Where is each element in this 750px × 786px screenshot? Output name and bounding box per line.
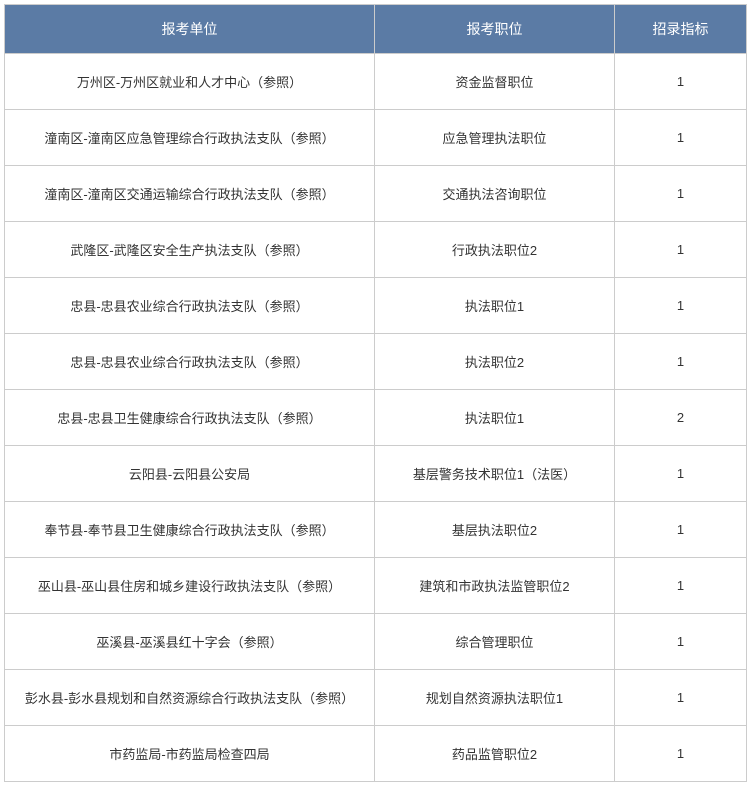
table-row: 万州区-万州区就业和人才中心（参照） 资金监督职位 1 — [5, 54, 747, 110]
column-header-quota: 招录指标 — [615, 5, 747, 54]
column-header-unit: 报考单位 — [5, 5, 375, 54]
cell-position: 规划自然资源执法职位1 — [375, 670, 615, 726]
cell-position: 基层警务技术职位1（法医） — [375, 446, 615, 502]
cell-quota: 1 — [615, 334, 747, 390]
table-row: 潼南区-潼南区应急管理综合行政执法支队（参照） 应急管理执法职位 1 — [5, 110, 747, 166]
table-row: 奉节县-奉节县卫生健康综合行政执法支队（参照） 基层执法职位2 1 — [5, 502, 747, 558]
cell-quota: 1 — [615, 558, 747, 614]
cell-quota: 1 — [615, 166, 747, 222]
table-row: 武隆区-武隆区安全生产执法支队（参照） 行政执法职位2 1 — [5, 222, 747, 278]
cell-position: 执法职位2 — [375, 334, 615, 390]
cell-unit: 武隆区-武隆区安全生产执法支队（参照） — [5, 222, 375, 278]
cell-unit: 彭水县-彭水县规划和自然资源综合行政执法支队（参照） — [5, 670, 375, 726]
cell-unit: 巫山县-巫山县住房和城乡建设行政执法支队（参照） — [5, 558, 375, 614]
cell-unit: 奉节县-奉节县卫生健康综合行政执法支队（参照） — [5, 502, 375, 558]
cell-position: 行政执法职位2 — [375, 222, 615, 278]
table-row: 市药监局-市药监局检查四局 药品监管职位2 1 — [5, 726, 747, 782]
recruitment-table: 报考单位 报考职位 招录指标 万州区-万州区就业和人才中心（参照） 资金监督职位… — [4, 4, 747, 782]
cell-unit: 潼南区-潼南区交通运输综合行政执法支队（参照） — [5, 166, 375, 222]
table-row: 潼南区-潼南区交通运输综合行政执法支队（参照） 交通执法咨询职位 1 — [5, 166, 747, 222]
table-row: 彭水县-彭水县规划和自然资源综合行政执法支队（参照） 规划自然资源执法职位1 1 — [5, 670, 747, 726]
table-row: 忠县-忠县农业综合行政执法支队（参照） 执法职位1 1 — [5, 278, 747, 334]
table-row: 忠县-忠县卫生健康综合行政执法支队（参照） 执法职位1 2 — [5, 390, 747, 446]
cell-unit: 云阳县-云阳县公安局 — [5, 446, 375, 502]
table-body: 万州区-万州区就业和人才中心（参照） 资金监督职位 1 潼南区-潼南区应急管理综… — [5, 54, 747, 782]
cell-unit: 万州区-万州区就业和人才中心（参照） — [5, 54, 375, 110]
cell-quota: 1 — [615, 278, 747, 334]
cell-unit: 巫溪县-巫溪县红十字会（参照） — [5, 614, 375, 670]
cell-quota: 1 — [615, 110, 747, 166]
cell-position: 药品监管职位2 — [375, 726, 615, 782]
cell-quota: 1 — [615, 670, 747, 726]
cell-position: 执法职位1 — [375, 390, 615, 446]
cell-position: 执法职位1 — [375, 278, 615, 334]
cell-quota: 1 — [615, 222, 747, 278]
cell-position: 应急管理执法职位 — [375, 110, 615, 166]
table-row: 巫山县-巫山县住房和城乡建设行政执法支队（参照） 建筑和市政执法监管职位2 1 — [5, 558, 747, 614]
cell-position: 建筑和市政执法监管职位2 — [375, 558, 615, 614]
cell-unit: 忠县-忠县卫生健康综合行政执法支队（参照） — [5, 390, 375, 446]
cell-position: 资金监督职位 — [375, 54, 615, 110]
column-header-position: 报考职位 — [375, 5, 615, 54]
cell-quota: 1 — [615, 502, 747, 558]
cell-quota: 1 — [615, 446, 747, 502]
cell-unit: 忠县-忠县农业综合行政执法支队（参照） — [5, 278, 375, 334]
table-row: 云阳县-云阳县公安局 基层警务技术职位1（法医） 1 — [5, 446, 747, 502]
cell-quota: 1 — [615, 726, 747, 782]
table-row: 巫溪县-巫溪县红十字会（参照） 综合管理职位 1 — [5, 614, 747, 670]
cell-unit: 潼南区-潼南区应急管理综合行政执法支队（参照） — [5, 110, 375, 166]
cell-quota: 1 — [615, 54, 747, 110]
cell-unit: 市药监局-市药监局检查四局 — [5, 726, 375, 782]
cell-position: 基层执法职位2 — [375, 502, 615, 558]
cell-quota: 1 — [615, 614, 747, 670]
cell-quota: 2 — [615, 390, 747, 446]
table-row: 忠县-忠县农业综合行政执法支队（参照） 执法职位2 1 — [5, 334, 747, 390]
cell-position: 交通执法咨询职位 — [375, 166, 615, 222]
cell-position: 综合管理职位 — [375, 614, 615, 670]
table-header: 报考单位 报考职位 招录指标 — [5, 5, 747, 54]
cell-unit: 忠县-忠县农业综合行政执法支队（参照） — [5, 334, 375, 390]
